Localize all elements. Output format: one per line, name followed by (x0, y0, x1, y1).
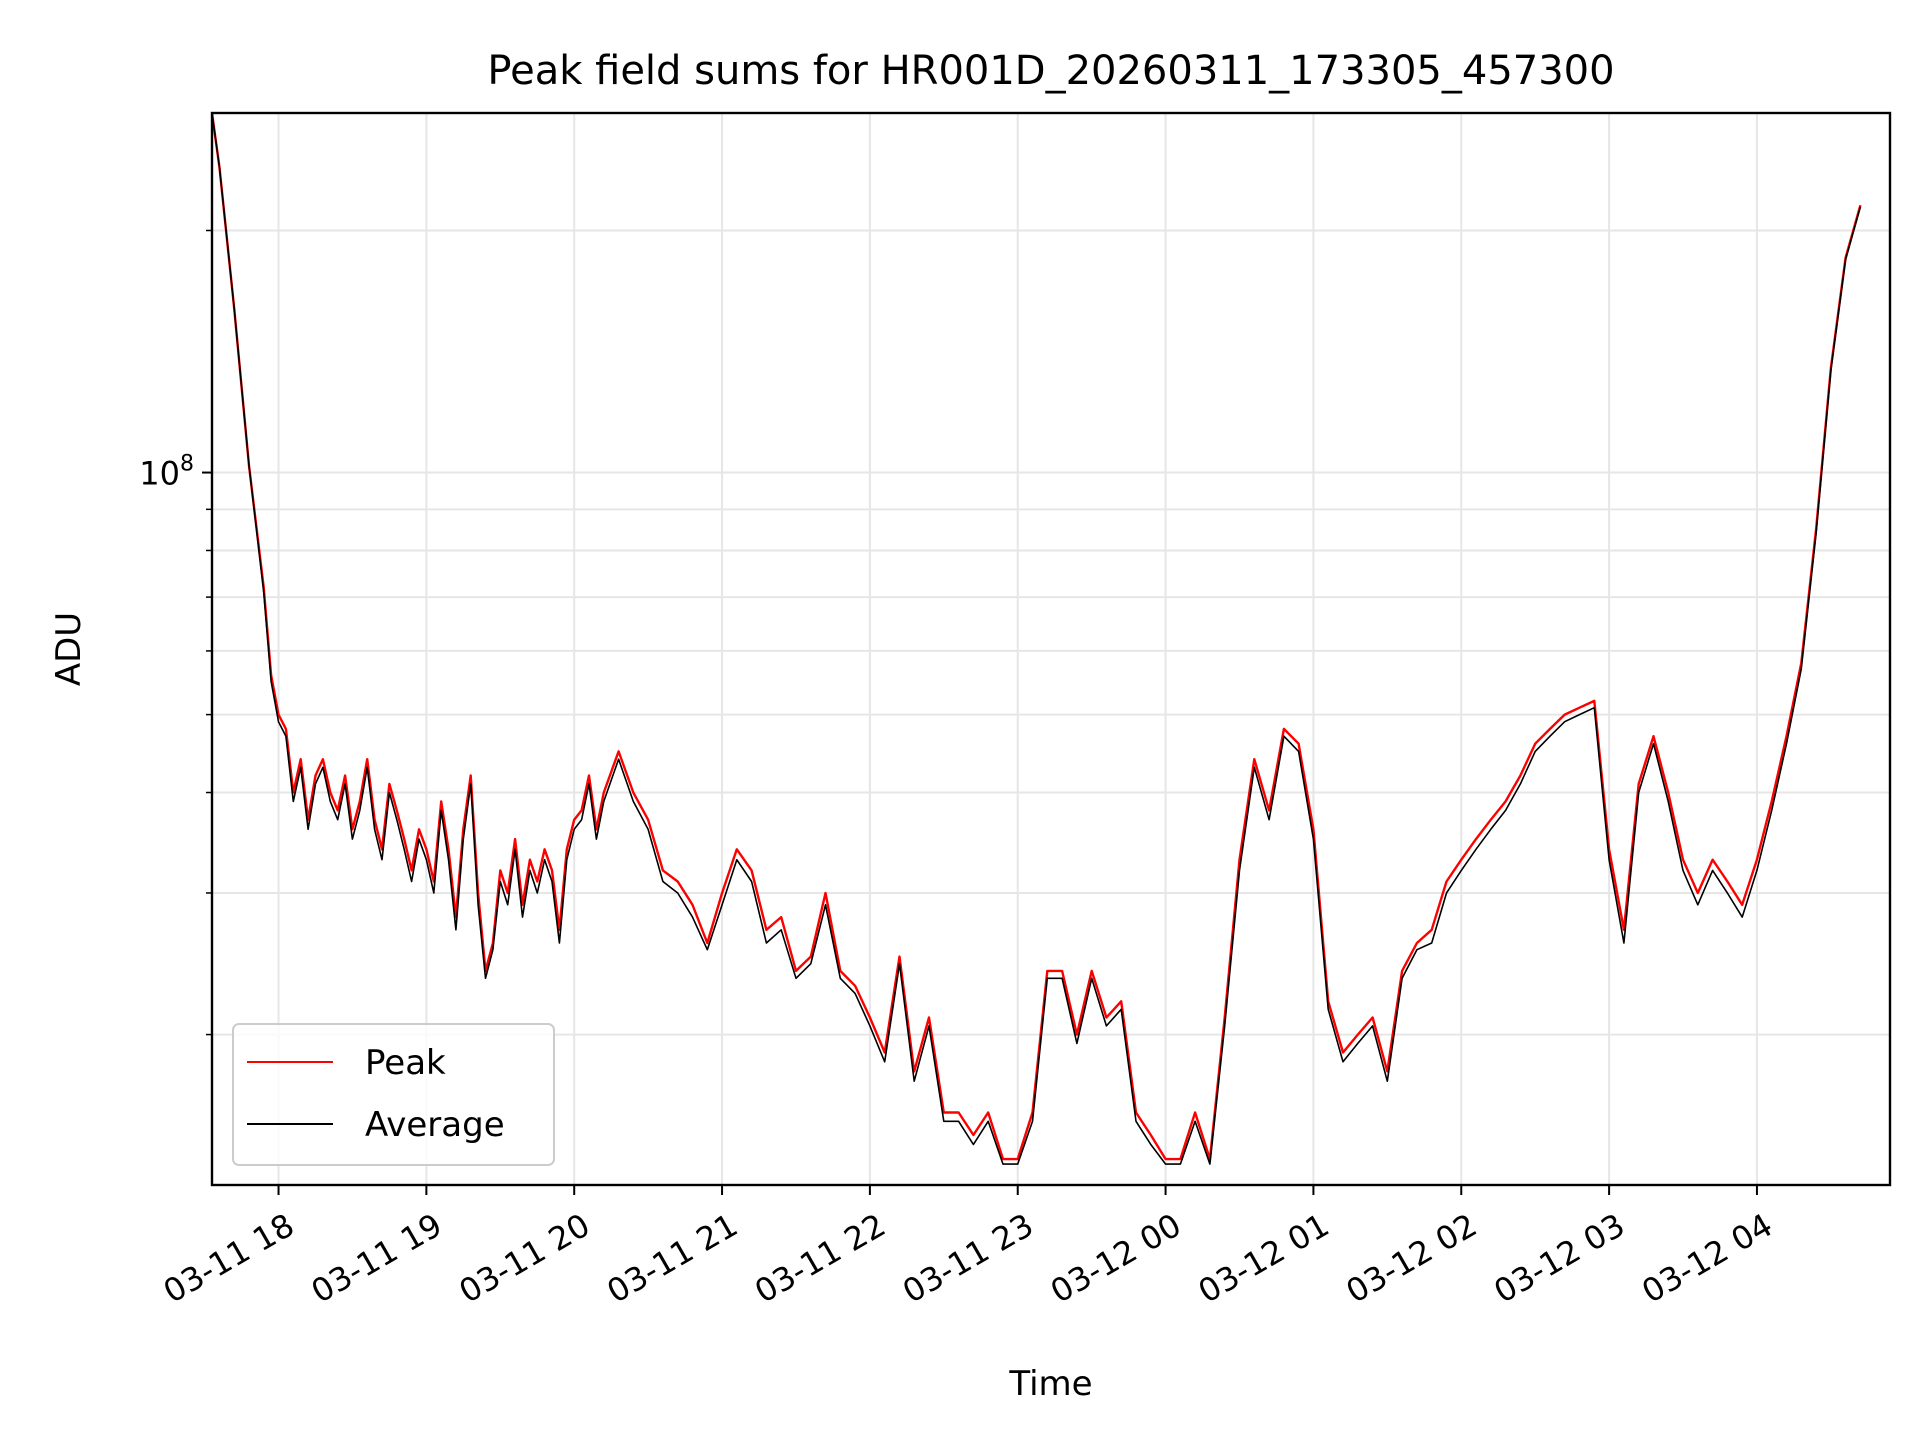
chart-title: Peak field sums for HR001D_20260311_1733… (487, 48, 1614, 94)
y-axis-ticks: 108 (139, 229, 212, 1036)
x-axis-label: Time (1008, 1364, 1092, 1404)
series-line-average (212, 113, 1862, 1165)
legend-label-peak: Peak (365, 1043, 446, 1083)
series-line-peak (212, 113, 1862, 1161)
legend-label-average: Average (365, 1105, 505, 1145)
gridlines (212, 113, 1890, 1185)
series-lines (212, 113, 1862, 1165)
y-tick-label: 108 (139, 452, 194, 493)
plot-frame (210, 111, 1892, 1187)
legend-box (232, 1023, 555, 1166)
legend: Peak Average (232, 1023, 555, 1166)
y-axis-label: ADU (49, 612, 89, 686)
